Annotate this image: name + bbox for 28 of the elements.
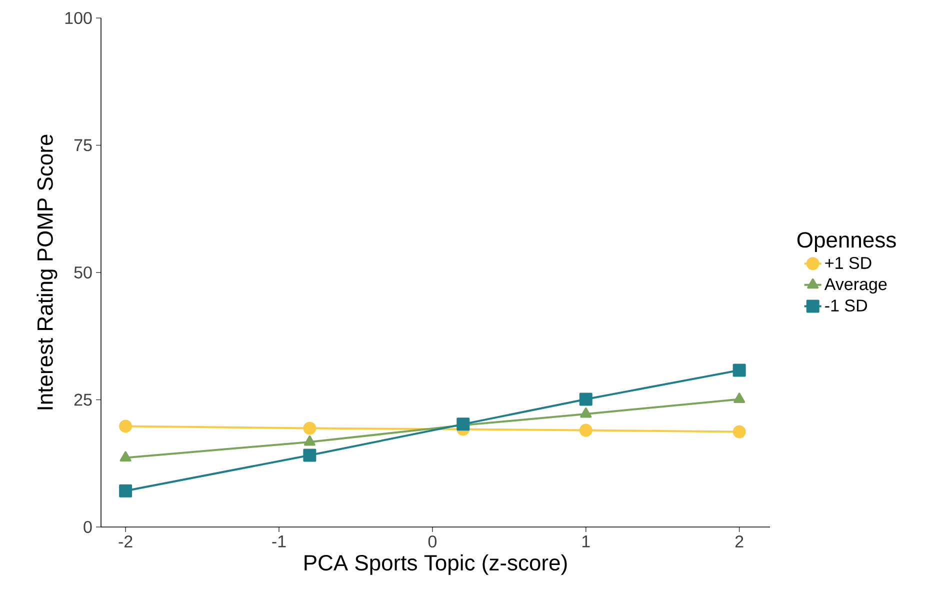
point — [579, 392, 592, 406]
point — [119, 420, 132, 433]
point — [303, 448, 316, 462]
legend-label: Average — [824, 278, 887, 294]
x-tick-label: -1 — [272, 536, 286, 548]
point — [303, 422, 316, 435]
point — [580, 407, 592, 418]
x-tick-label: 0 — [428, 536, 437, 548]
point — [119, 484, 132, 498]
point — [304, 435, 316, 446]
y-tick-label: 25 — [74, 394, 92, 406]
legend-title: Openness — [797, 232, 896, 252]
x-tick-label: 2 — [735, 536, 744, 548]
point — [120, 451, 132, 462]
y-tick-label: 50 — [74, 266, 92, 279]
point — [732, 364, 746, 377]
legend-label: +1 SD — [825, 256, 872, 269]
x-tick-label: 1 — [582, 536, 590, 548]
point — [732, 425, 746, 438]
y-tick-label: 0 — [84, 520, 92, 534]
y-tick-label: 100 — [65, 12, 92, 24]
point — [734, 392, 746, 403]
y-axis-title: Interest Rating POMP Score — [36, 134, 58, 410]
y-tick-label: 75 — [74, 139, 92, 152]
legend-label: -1 SD — [825, 300, 867, 312]
point — [579, 424, 592, 437]
x-tick-label: -2 — [118, 536, 132, 548]
x-axis-title: PCA Sports Topic (z-score) — [304, 554, 567, 575]
